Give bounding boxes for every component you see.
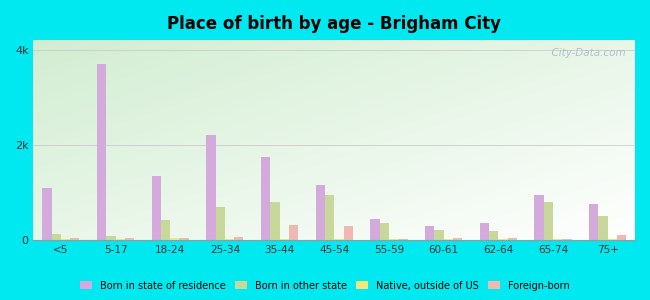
Bar: [97, 64, 106, 240]
Bar: [562, 239, 571, 240]
Bar: [508, 238, 517, 240]
Bar: [179, 238, 188, 240]
Bar: [106, 236, 116, 240]
Bar: [425, 226, 434, 240]
Bar: [261, 157, 270, 240]
Bar: [206, 135, 216, 240]
Bar: [389, 239, 398, 240]
Bar: [480, 224, 489, 240]
Bar: [453, 238, 462, 240]
Bar: [443, 239, 453, 240]
Bar: [380, 224, 389, 240]
Bar: [51, 234, 61, 240]
Bar: [70, 238, 79, 240]
Bar: [170, 238, 179, 240]
Bar: [325, 195, 334, 240]
Text: City-Data.com: City-Data.com: [545, 48, 626, 58]
Bar: [42, 188, 51, 240]
Bar: [543, 202, 553, 240]
Bar: [125, 238, 134, 240]
Title: Place of birth by age - Brigham City: Place of birth by age - Brigham City: [167, 15, 501, 33]
Bar: [116, 239, 125, 240]
Bar: [589, 204, 599, 240]
Bar: [151, 176, 161, 240]
Bar: [489, 231, 499, 240]
Bar: [499, 239, 508, 240]
Bar: [61, 239, 70, 240]
Bar: [316, 185, 325, 240]
Bar: [553, 239, 562, 240]
Bar: [370, 219, 380, 240]
Bar: [216, 207, 225, 240]
Bar: [534, 195, 543, 240]
Bar: [270, 202, 280, 240]
Bar: [434, 230, 443, 240]
Bar: [599, 216, 608, 240]
Bar: [280, 239, 289, 240]
Bar: [398, 239, 408, 240]
Bar: [161, 220, 170, 240]
Bar: [289, 225, 298, 240]
Bar: [608, 239, 617, 240]
Bar: [334, 239, 344, 240]
Bar: [617, 236, 626, 240]
Bar: [234, 237, 244, 240]
Legend: Born in state of residence, Born in other state, Native, outside of US, Foreign-: Born in state of residence, Born in othe…: [77, 278, 573, 294]
Bar: [225, 239, 234, 240]
Bar: [344, 226, 353, 240]
